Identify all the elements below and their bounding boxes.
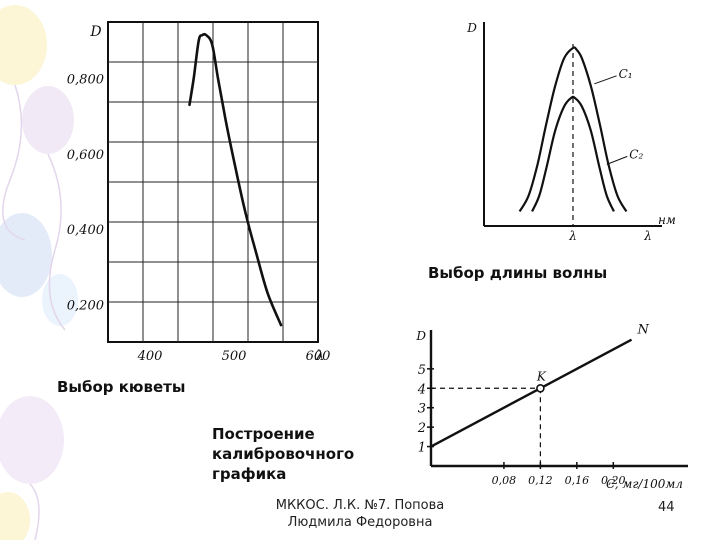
balloon-string — [29, 483, 40, 540]
balloon-shape — [0, 492, 30, 540]
point-k-marker — [536, 383, 545, 393]
x-tick-label: 500 — [222, 349, 247, 364]
balloon-string — [47, 153, 66, 331]
y-tick-label: 3 — [418, 402, 426, 417]
y-tick-label: 0,800 — [67, 72, 104, 87]
point-k-label: K — [536, 369, 547, 383]
balloon-shape — [0, 5, 47, 85]
y-axis-label: D — [466, 21, 477, 35]
caption-cuvette: Выбор кюветы — [57, 378, 186, 396]
balloon-shape — [0, 396, 64, 484]
x-axis-label: C, мг/100мл — [606, 477, 683, 491]
y-axis-label: D — [415, 329, 426, 343]
y-tick-label: 5 — [418, 363, 426, 378]
caption-calibration-line: калибровочного — [212, 445, 355, 463]
series-label-leader — [594, 75, 617, 85]
balloon-shape — [42, 274, 78, 326]
series-label: C₁ — [619, 67, 633, 81]
series-label: C₂ — [629, 147, 643, 161]
y-tick-label: 1 — [418, 441, 426, 456]
line-n-label: N — [637, 323, 650, 338]
series-label-leader — [606, 155, 628, 165]
y-tick-label: 4 — [417, 382, 426, 397]
calibration-line — [430, 338, 633, 448]
y-tick-label: 0,200 — [67, 298, 104, 313]
balloon-shape — [22, 86, 74, 154]
y-tick-label: 0,600 — [67, 148, 104, 163]
caption-calibration: Построение калибровочного графика — [212, 424, 354, 484]
x-tick-label: 600 — [306, 349, 331, 364]
x-axis-label: нм — [658, 213, 676, 227]
caption-wavelength: Выбор длины волны — [428, 264, 608, 282]
page-number: 44 — [658, 500, 675, 515]
footer-line: Людмила Федоровна — [287, 515, 433, 530]
balloon-string — [2, 84, 26, 241]
x-axis-end-label: λ — [643, 229, 652, 243]
series-line — [518, 46, 628, 212]
y-axis-label: D — [89, 24, 101, 40]
x-tick-label: 0,08 — [492, 474, 517, 487]
peak-marker-label: λ — [568, 229, 577, 243]
caption-calibration-line: Построение — [212, 425, 315, 443]
footer-author: МККОС. Л.К. №7. Попова Людмила Федоровна — [258, 497, 462, 531]
caption-calibration-line: графика — [212, 465, 287, 483]
x-tick-label: 0,12 — [528, 474, 553, 487]
x-tick-label: 0,20 — [601, 474, 626, 487]
footer-line: МККОС. Л.К. №7. Попова — [275, 498, 445, 513]
x-tick-label: 0,16 — [565, 474, 590, 487]
series-line — [531, 95, 615, 212]
absorption-curve — [188, 32, 283, 327]
y-tick-label: 2 — [417, 421, 426, 436]
x-tick-label: 400 — [137, 349, 163, 364]
x-axis-label: λ — [315, 348, 325, 364]
y-tick-label: 0,400 — [67, 223, 104, 238]
